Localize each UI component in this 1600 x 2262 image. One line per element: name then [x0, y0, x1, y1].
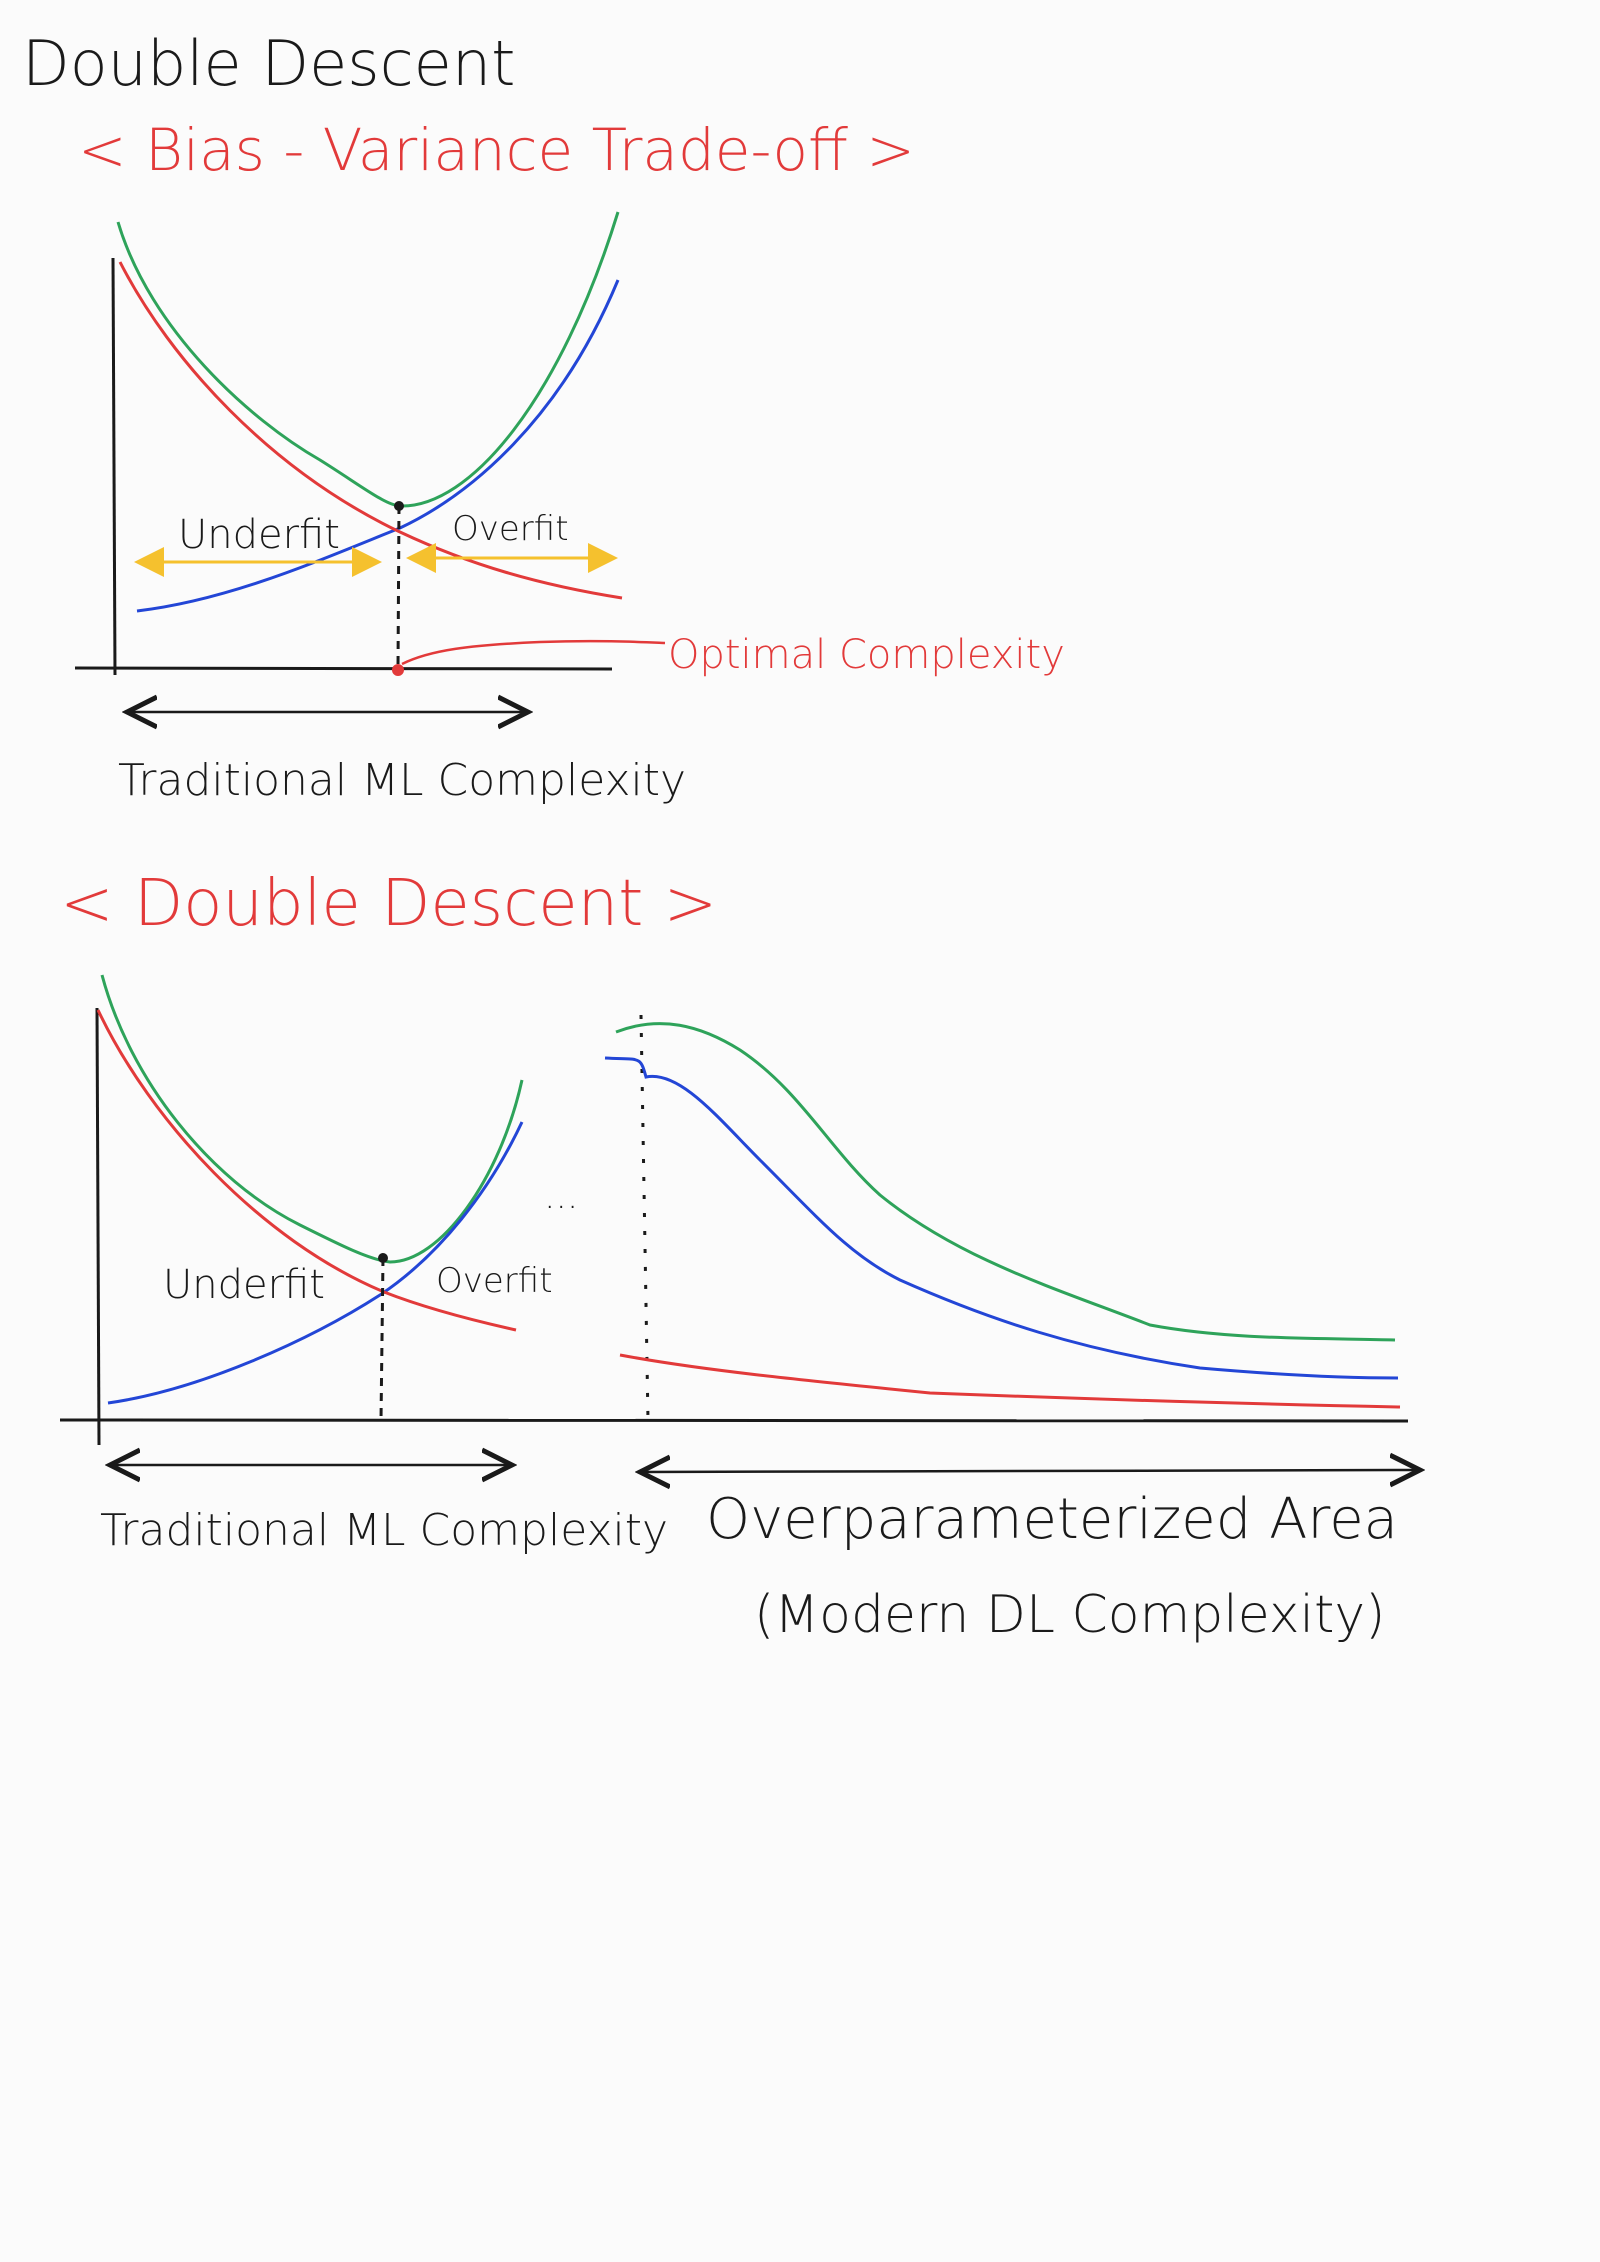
section1-overfit-label: Overfit [452, 509, 569, 549]
section1-y-axis [111, 257, 117, 676]
section2-bias-curve-right [619, 1353, 1401, 1409]
section2-optimal-dashed-line [379, 1257, 385, 1421]
section2-underfit-label: Underfit [163, 1262, 325, 1308]
section2-ellipsis: ... [544, 1176, 578, 1217]
section2-over-sublabel: (Modern DL Complexity) [754, 1585, 1385, 1645]
section2-variance-curve-left [107, 1121, 524, 1405]
section1-underfit-label: Underfit [178, 512, 340, 558]
section2-overparameterized-arrow [640, 1470, 1420, 1472]
section1-optimal-axis-dot [392, 664, 404, 676]
section1-optimal-dashed-line [396, 505, 401, 669]
section2-x-axis [59, 1418, 1409, 1423]
section2-heading: < Double Descent > [60, 867, 717, 941]
section1-optimal-label: Optimal Complexity [668, 632, 1065, 678]
section2-over-label: Overparameterized Area [706, 1487, 1398, 1552]
section2-bias-curve-left [96, 1009, 517, 1332]
section2-variance-curve-right [604, 1056, 1399, 1380]
section1-total-error-curve [116, 211, 620, 508]
section2-xaxis-label: Traditional ML Complexity [100, 1505, 668, 1556]
section1-bias-curve [118, 261, 623, 600]
section1-xaxis-label: Traditional ML Complexity [118, 755, 686, 806]
section2-total-error-curve-left [100, 974, 524, 1264]
section2-y-axis [95, 1007, 101, 1446]
section2-overfit-label: Overfit [436, 1261, 553, 1301]
section1-x-axis [74, 666, 613, 671]
section2-total-error-curve-right [615, 1022, 1396, 1342]
page-title: Double Descent [22, 27, 515, 100]
section1-optimal-pointer [401, 639, 666, 666]
section1-heading: < Bias - Variance Trade-off > [78, 116, 915, 184]
